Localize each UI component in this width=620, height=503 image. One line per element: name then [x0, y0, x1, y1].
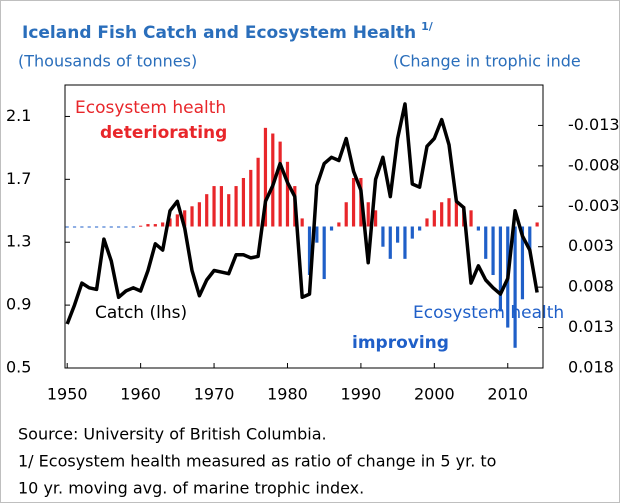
bar [80, 226, 84, 228]
y-tick-label: 1.3 [6, 232, 31, 251]
catch-line [65, 102, 539, 325]
plot-frame [64, 84, 544, 369]
bar [94, 226, 99, 228]
bar [498, 226, 503, 312]
bar [329, 226, 334, 231]
y-tick-label: 2.1 [6, 106, 31, 125]
bar [256, 157, 260, 227]
y-tick-label: 1.7 [6, 169, 31, 188]
bar [337, 222, 341, 227]
title-text: Iceland Fish Catch and Ecosystem Health [22, 23, 416, 43]
bar [300, 218, 304, 227]
bar [520, 226, 525, 300]
x-tick-label: 1950 [47, 385, 88, 404]
bar [315, 226, 319, 243]
bar [440, 202, 444, 227]
bar [410, 226, 414, 239]
bar [263, 127, 268, 227]
bar [373, 210, 378, 227]
annotation: improving [352, 333, 449, 353]
bar [403, 226, 407, 259]
annotation: Catch (lhs) [95, 303, 187, 323]
bar [131, 226, 135, 228]
subtitle-right: (Change in trophic inde [393, 52, 581, 71]
bar [484, 226, 488, 259]
bar [146, 224, 150, 227]
x-tick-label: 1980 [267, 385, 308, 404]
bar [491, 226, 495, 276]
bar [139, 225, 143, 227]
bar [535, 222, 539, 227]
bar [161, 222, 165, 227]
y2-tick-label: 0.008 [568, 277, 614, 296]
bar [117, 226, 121, 228]
bar [72, 226, 77, 228]
x-tick-label: 1960 [120, 385, 161, 404]
bar [219, 186, 223, 227]
bar [307, 226, 312, 276]
bar [366, 202, 370, 227]
bar [418, 226, 422, 231]
bar [432, 210, 436, 227]
bar [183, 210, 187, 227]
note: 10 yr. moving avg. of marine trophic ind… [18, 479, 364, 498]
bar [249, 169, 253, 227]
bar [513, 226, 517, 348]
bar [102, 226, 106, 228]
subtitle-left: (Thousands of tonnes) [18, 52, 197, 71]
bar [285, 161, 290, 227]
annotation: Ecosystem health [75, 98, 226, 118]
bar [87, 226, 91, 228]
y2-tick-label: -0.013 [568, 115, 620, 134]
bar [351, 177, 356, 227]
bar [168, 218, 172, 227]
bar [271, 133, 275, 227]
bar [190, 206, 194, 227]
bar [278, 141, 282, 227]
bar [425, 218, 429, 227]
x-tick-label: 2010 [487, 385, 528, 404]
bar [454, 202, 458, 227]
bar [227, 194, 231, 227]
y2-tick-label: 0.013 [568, 317, 614, 336]
bar [447, 198, 451, 227]
note: Source: University of British Columbia. [18, 425, 327, 444]
bar [124, 226, 128, 228]
y-tick-label: 0.9 [6, 295, 31, 314]
note: 1/ Ecosystem health measured as ratio of… [18, 452, 496, 471]
chart-title: Iceland Fish Catch and Ecosystem Health 1… [22, 20, 434, 43]
title-note: 1/ [421, 20, 434, 33]
bar [234, 186, 238, 227]
bar [381, 226, 385, 247]
bar [153, 224, 157, 227]
annotation: deteriorating [100, 123, 227, 143]
bar [109, 226, 113, 228]
bar [469, 210, 473, 227]
bar [396, 226, 400, 243]
y-tick-label: 0.5 [6, 358, 31, 377]
y2-tick-label: -0.008 [568, 155, 620, 174]
bar [197, 202, 201, 227]
bar [212, 186, 216, 227]
y2-tick-label: 0.018 [568, 358, 614, 377]
bar [476, 226, 480, 231]
y2-tick-label: 0.003 [568, 236, 614, 255]
bar [388, 226, 392, 259]
y2-tick-label: -0.003 [568, 196, 620, 215]
x-tick-label: 2000 [414, 385, 455, 404]
bar [205, 194, 209, 227]
annotation: Ecosystem health [413, 303, 564, 323]
bar [65, 226, 69, 228]
x-tick-label: 1990 [341, 385, 382, 404]
x-tick-label: 1970 [194, 385, 235, 404]
bar [241, 177, 246, 227]
bar [175, 214, 179, 227]
bar [322, 226, 326, 280]
bar [528, 226, 532, 251]
bar [344, 202, 348, 227]
